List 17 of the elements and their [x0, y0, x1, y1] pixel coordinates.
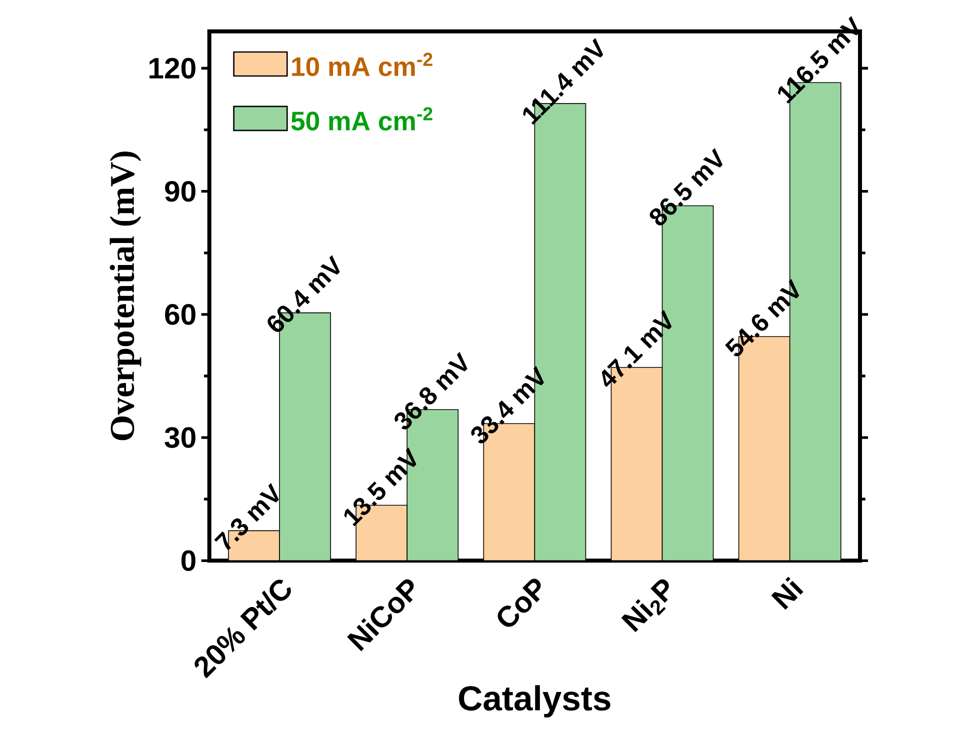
data-label: 33.4 mV: [471, 366, 544, 444]
data-label: 54.6 mV: [725, 278, 800, 356]
data-label: 60.4 mV: [268, 255, 340, 332]
y-axis-title: Overpotential (mV): [110, 152, 142, 440]
y-tick-label: 30: [164, 427, 196, 448]
y-tick-label: 90: [165, 180, 196, 202]
y-tick-label: 60: [165, 304, 196, 325]
data-label: 47.1 mV: [602, 310, 672, 387]
x-tick-label: Ni: [771, 576, 804, 610]
x-tick-label: CoP: [498, 578, 541, 627]
legend-label: 10 mA cm$^{-2}$: [292, 52, 432, 76]
data-label: 36.8 mV: [394, 352, 468, 430]
data-label: 7.3 mV: [214, 482, 279, 550]
y-tick-label: 0: [181, 550, 196, 572]
x-axis-title: Catalysts: [459, 685, 610, 718]
y-tick-label: 120: [150, 58, 196, 79]
legend-label: 50 mA cm$^{-2}$: [291, 107, 432, 131]
